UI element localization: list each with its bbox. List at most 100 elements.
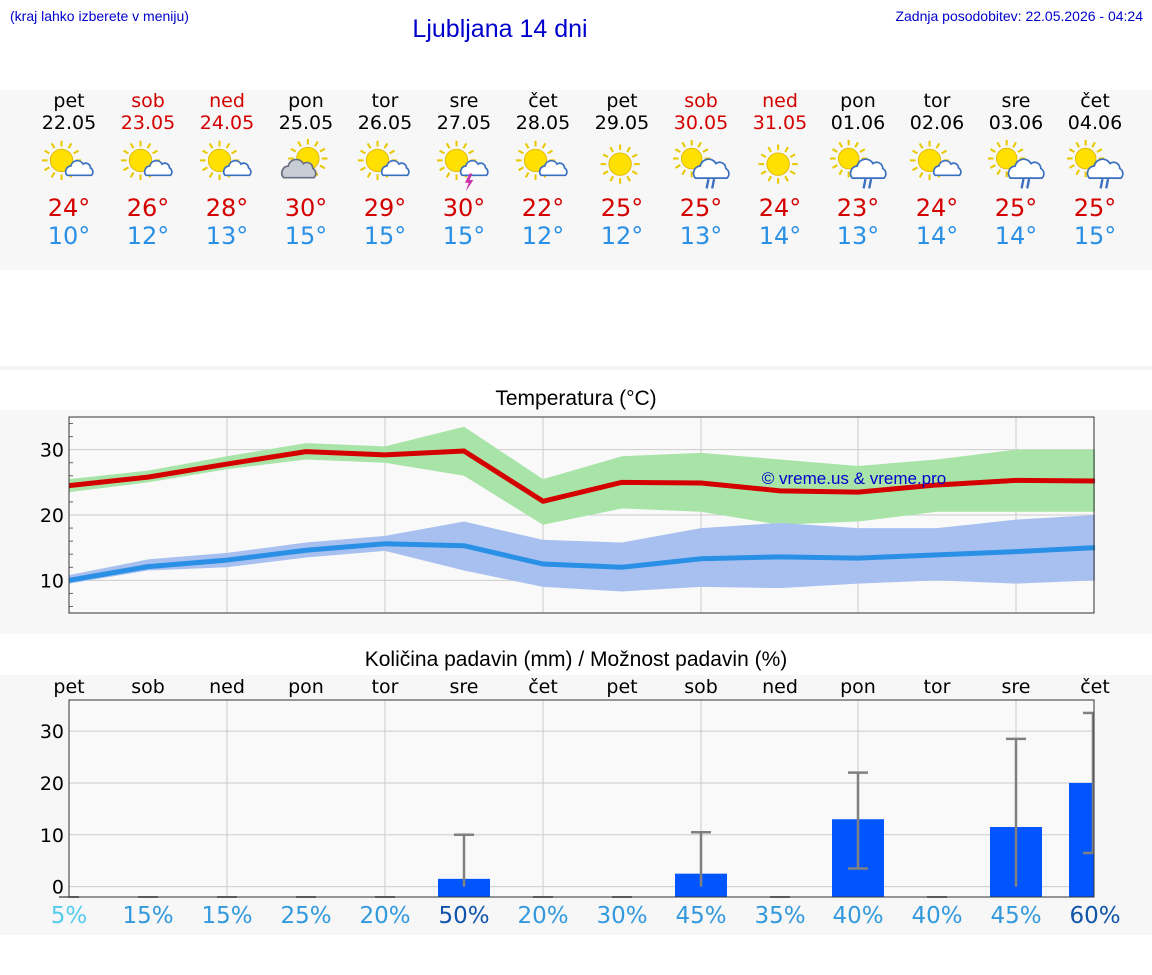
day-forecast: tor 26.05 29° 15° (345, 90, 425, 250)
day-forecast: pet 22.05 24° 10° (29, 90, 109, 250)
max-temperature: 24° (915, 194, 959, 222)
precipitation-probability: 25% (280, 903, 332, 929)
max-temperature: 28° (205, 194, 249, 222)
min-temperature: 10° (47, 222, 91, 250)
min-temperature: 13° (205, 222, 249, 250)
precipitation-plot-frame (68, 699, 1095, 898)
day-date: 03.06 (988, 112, 1044, 134)
sun-rain-icon (818, 138, 898, 194)
min-temperature: 15° (1073, 222, 1117, 250)
day-name: sob (684, 90, 718, 112)
max-temperature: 24° (47, 194, 91, 222)
min-temperature: 13° (679, 222, 723, 250)
precipitation-probability: 50% (438, 903, 490, 929)
forecast-strip (0, 90, 1152, 270)
x-category-label: pet (606, 676, 637, 698)
day-forecast: sob 30.05 25° 13° (661, 90, 741, 250)
location-hint: (kraj lahko izberete v meniju) (10, 8, 189, 24)
max-temperature: 26° (126, 194, 170, 222)
day-name: sob (131, 90, 165, 112)
precipitation-probability: 30% (596, 903, 648, 929)
sun-cloud-icon (108, 138, 188, 194)
day-forecast: sob 23.05 26° 12° (108, 90, 188, 250)
day-forecast: pon 01.06 23° 13° (818, 90, 898, 250)
day-date: 23.05 (120, 112, 176, 134)
precipitation-chart-title: Količina padavin (mm) / Možnost padavin … (364, 648, 788, 671)
max-temperature: 23° (836, 194, 880, 222)
x-category-label: sre (450, 676, 479, 698)
day-forecast: tor 02.06 24° 14° (897, 90, 977, 250)
sun-rain-icon (1055, 138, 1135, 194)
day-name: sre (449, 90, 479, 112)
min-temperature: 12° (600, 222, 644, 250)
min-temperature: 12° (521, 222, 565, 250)
sun-icon (740, 138, 820, 194)
day-forecast: sre 27.05 30° 15° (424, 90, 504, 250)
max-temperature: 24° (758, 194, 802, 222)
sun-grey-cloud-icon (266, 138, 346, 194)
max-temperature: 30° (284, 194, 328, 222)
day-forecast: čet 28.05 22° 12° (503, 90, 583, 250)
last-updated: Zadnja posodobitev: 22.05.2026 - 04:24 (895, 8, 1143, 24)
day-forecast: pet 29.05 25° 12° (582, 90, 662, 250)
day-date: 30.05 (673, 112, 729, 134)
watermark: © vreme.us & vreme.pro (762, 469, 946, 488)
precipitation-probability: 20% (517, 903, 569, 929)
min-temperature: 13° (836, 222, 880, 250)
day-forecast: pon 25.05 30° 15° (266, 90, 346, 250)
precipitation-probability: 45% (675, 903, 727, 929)
precipitation-bar (438, 878, 490, 897)
day-name: čet (1080, 90, 1110, 112)
day-name: pet (53, 90, 85, 112)
min-temperature-range (69, 515, 1095, 592)
day-forecast: sre 03.06 25° 14° (976, 90, 1056, 250)
x-category-label: tor (372, 676, 399, 698)
day-name: tor (923, 90, 951, 112)
day-forecast: ned 31.05 24° 14° (740, 90, 820, 250)
x-category-label: ned (209, 676, 245, 698)
precipitation-probability: 20% (359, 903, 411, 929)
max-temperature: 30° (442, 194, 486, 222)
min-temperature: 15° (442, 222, 486, 250)
day-date: 28.05 (515, 112, 571, 134)
y-tick-label: 10 (40, 825, 64, 847)
min-temperature: 14° (758, 222, 802, 250)
sun-cloud-icon (187, 138, 267, 194)
precipitation-plot-area (69, 700, 1094, 897)
max-temperature: 22° (521, 194, 565, 222)
x-category-label: pon (840, 676, 876, 698)
precipitation-probability: 5% (50, 903, 88, 929)
day-forecast: čet 04.06 25° 15° (1055, 90, 1135, 250)
y-tick-label: 10 (40, 570, 64, 592)
precipitation-probability: 15% (201, 903, 253, 929)
max-temperature: 25° (1073, 194, 1117, 222)
max-temperature-line (68, 448, 1096, 504)
x-category-label: sre (1002, 676, 1031, 698)
x-category-label: sob (131, 676, 165, 698)
precipitation-bar (1069, 782, 1094, 897)
y-tick-label: 20 (40, 505, 64, 527)
max-temperature: 25° (679, 194, 723, 222)
day-name: ned (762, 90, 798, 112)
day-date: 02.06 (909, 112, 965, 134)
precipitation-probability: 45% (990, 903, 1042, 929)
precipitation-probability: 15% (122, 903, 174, 929)
precipitation-probability: 60% (1069, 903, 1121, 929)
sun-icon (582, 138, 662, 194)
sun-cloud-icon (897, 138, 977, 194)
max-temperature: 29° (363, 194, 407, 222)
y-tick-label: 0 (52, 877, 64, 899)
day-name: sre (1001, 90, 1031, 112)
day-name: čet (528, 90, 558, 112)
sun-rain-icon (661, 138, 741, 194)
min-temperature-line (68, 541, 1096, 583)
x-category-label: sob (684, 676, 718, 698)
day-date: 27.05 (436, 112, 492, 134)
sun-cloud-icon (345, 138, 425, 194)
day-date: 25.05 (278, 112, 334, 134)
day-date: 01.06 (830, 112, 886, 134)
day-date: 26.05 (357, 112, 413, 134)
precipitation-probability: 40% (911, 903, 963, 929)
day-name: pon (288, 90, 324, 112)
